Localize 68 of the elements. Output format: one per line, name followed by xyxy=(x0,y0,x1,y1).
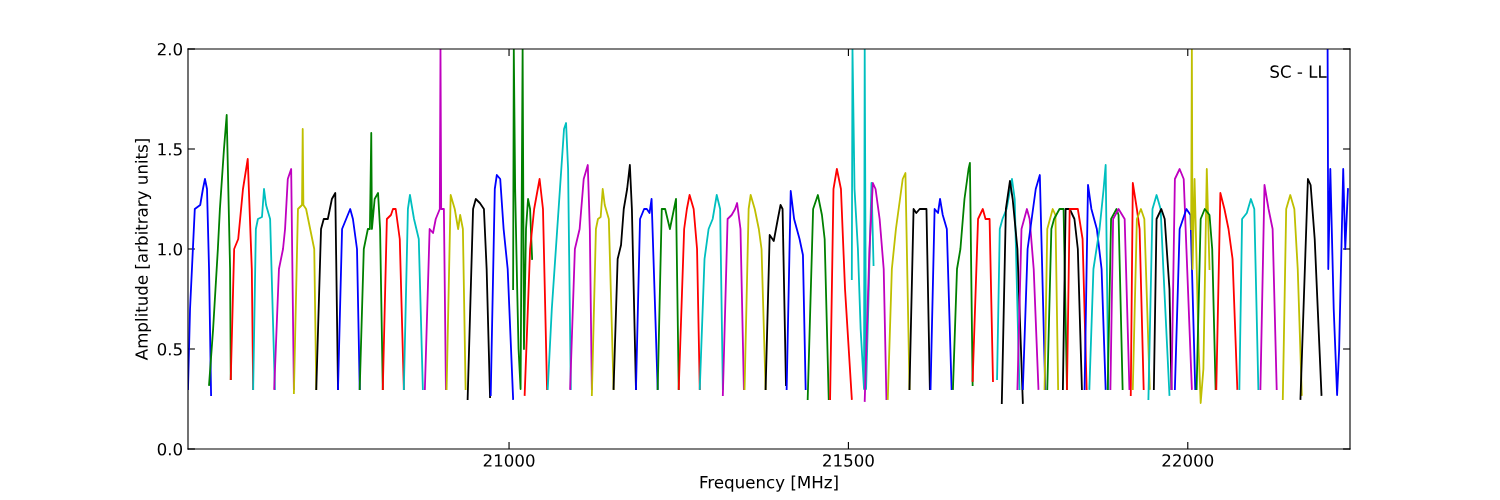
line-series xyxy=(512,49,534,390)
y-tick-label: 1.5 xyxy=(158,143,182,156)
x-tick-label: 22000 xyxy=(1162,454,1214,467)
line-series xyxy=(523,178,548,396)
line-series xyxy=(252,188,276,390)
line-series xyxy=(208,114,232,386)
line-series xyxy=(1061,208,1083,390)
line-series xyxy=(445,194,467,390)
line-series xyxy=(829,168,853,400)
line-series xyxy=(1043,208,1060,390)
line-series xyxy=(1147,194,1171,400)
y-tick-label: 0.0 xyxy=(157,442,183,456)
annotation: SC - LL xyxy=(1270,65,1327,78)
line-series xyxy=(886,172,911,400)
line-series xyxy=(292,128,318,394)
line-series xyxy=(337,208,361,390)
line-series xyxy=(1106,208,1124,390)
line-series xyxy=(569,164,593,390)
line-series xyxy=(1238,198,1260,390)
line-series xyxy=(677,194,701,390)
line-series xyxy=(1000,180,1024,404)
line-series xyxy=(1016,208,1040,390)
line-series xyxy=(996,178,1021,390)
line-series xyxy=(590,188,615,396)
line-series xyxy=(402,194,424,390)
x-tick-label: 21500 xyxy=(823,454,874,467)
line-series xyxy=(721,202,745,396)
line-series xyxy=(1083,184,1107,390)
line-series xyxy=(358,132,384,390)
line-series xyxy=(1173,208,1197,390)
line-series xyxy=(273,168,295,390)
line-series xyxy=(1170,168,1193,390)
line-series xyxy=(1259,184,1278,390)
line-series xyxy=(952,162,974,390)
y-tick-label: 0.5 xyxy=(157,342,182,356)
line-series xyxy=(1215,192,1239,390)
line-series xyxy=(1190,49,1211,404)
line-series xyxy=(489,174,515,400)
line-series xyxy=(656,198,680,390)
line-series xyxy=(381,208,405,390)
line-series xyxy=(850,49,875,390)
line-series xyxy=(1326,49,1349,396)
line-series xyxy=(546,122,572,390)
y-tick-label: 2.0 xyxy=(157,42,183,56)
line-series xyxy=(1129,182,1145,396)
line-series xyxy=(466,198,491,400)
line-series xyxy=(188,178,212,396)
line-series xyxy=(806,194,830,400)
line-series xyxy=(635,198,659,390)
x-tick-label: 21000 xyxy=(483,454,535,467)
line-series xyxy=(315,192,339,390)
line-series xyxy=(612,164,637,390)
line-series xyxy=(1281,194,1303,400)
line-series xyxy=(929,198,953,390)
y-tick-label: 1.0 xyxy=(158,242,183,256)
line-series xyxy=(764,204,787,390)
x-axis-title: Frequency [MHz] xyxy=(700,475,838,492)
line-series xyxy=(1195,208,1217,390)
line-series xyxy=(423,49,447,390)
line-series xyxy=(1088,164,1110,390)
line-series xyxy=(863,182,888,402)
line-series xyxy=(743,194,767,390)
line-series xyxy=(1021,174,1047,390)
y-axis-title: Amplitude [arbitrary units] xyxy=(134,139,152,361)
line-series xyxy=(698,194,724,390)
line-series xyxy=(1299,178,1323,400)
line-series xyxy=(785,190,807,390)
line-series xyxy=(1152,208,1173,390)
